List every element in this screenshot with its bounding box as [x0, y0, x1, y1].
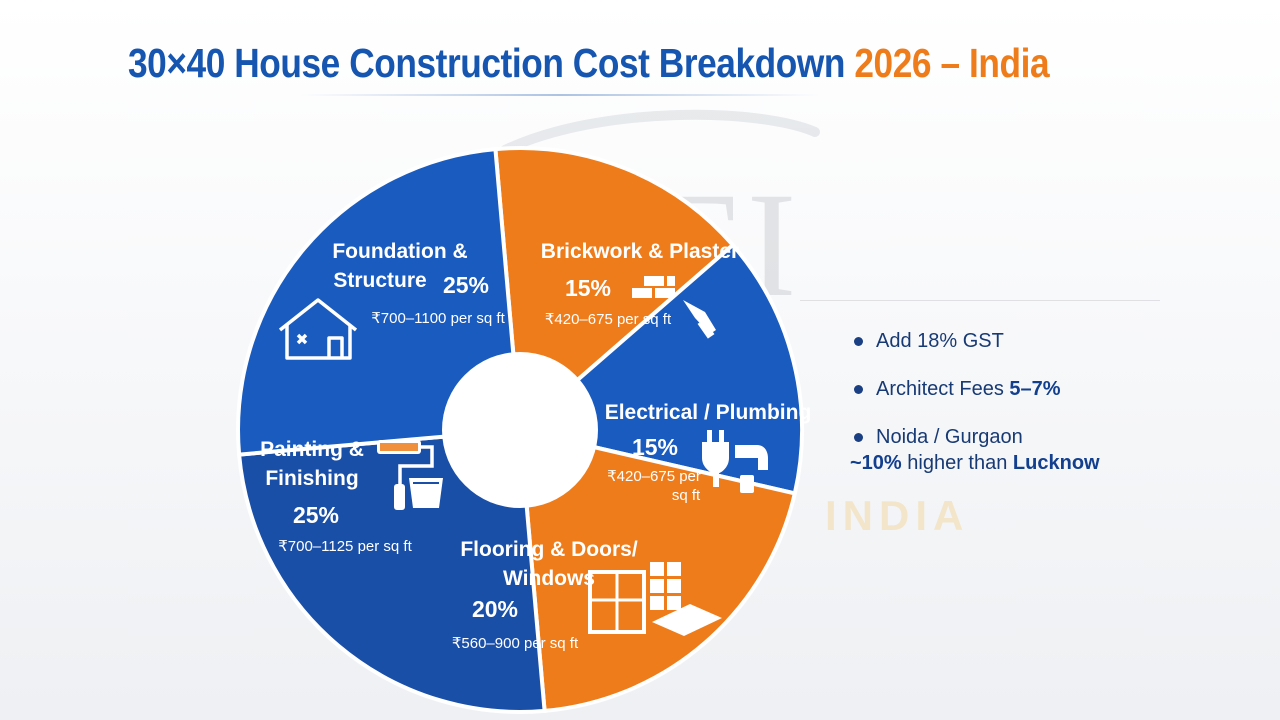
bullet-icon — [854, 433, 863, 442]
note-city-line2: ~10% higher than Lucknow — [850, 452, 1100, 474]
slice-4-cost-line-0: ₹700–1100 per sq ft — [371, 310, 505, 327]
slice-2-percent: 20% — [472, 596, 518, 622]
slice-1-cost-line-0: ₹420–675 per — [607, 468, 701, 485]
slice-3-percent: 25% — [293, 502, 339, 528]
watermark-swoosh — [500, 109, 820, 155]
title-accent: 2026 – India — [854, 40, 1050, 86]
slice-4 — [236, 146, 523, 457]
slice-3-name-line-0: Painting & — [260, 438, 364, 461]
slice-3-cost-line-0: ₹700–1125 per sq ft — [278, 538, 412, 555]
slice-0-percent: 15% — [565, 275, 611, 301]
title-main: 30×40 House Construction Cost Breakdown — [128, 40, 845, 86]
slice-1-percent: 15% — [632, 434, 678, 460]
chart-title: 30×40 House Construction Cost Breakdown … — [128, 40, 1050, 87]
slice-0-name-line-0: Brickwork & Plaster — [541, 240, 739, 263]
slice-1-name-line-0: Electrical / Plumbing — [605, 401, 812, 424]
slice-3-name-line-1: Finishing — [265, 467, 358, 490]
note-architect-prefix: Architect Fees — [876, 378, 1010, 400]
slice-4-name-line-0: Foundation & — [332, 240, 467, 263]
plug-pipe-icon — [702, 430, 768, 493]
slice-1-cost-line-1: sq ft — [672, 487, 701, 504]
notes-list: Add 18% GST Architect Fees 5–7% Noida / … — [850, 328, 1100, 498]
watermark-country: INDIA — [825, 492, 969, 539]
title-underline — [300, 94, 820, 96]
slice-3 — [236, 427, 547, 714]
slice-0-cost-line-0: ₹420–675 per sq ft — [545, 311, 672, 328]
slice-4-name-line-1: Structure — [333, 269, 426, 292]
note-city-percent: ~10% — [850, 452, 902, 474]
bricks-trowel-icon — [632, 276, 716, 339]
note-gst-text: Add 18% GST — [876, 330, 1004, 352]
bullet-icon — [854, 337, 863, 346]
note-architect-range: 5–7% — [1009, 378, 1061, 400]
house-frame-icon — [278, 298, 358, 360]
note-city-name: Lucknow — [1012, 452, 1100, 474]
slice-4-percent: 25% — [443, 272, 489, 298]
slice-2-name-line-0: Flooring & Doors/ — [460, 538, 637, 561]
note-city-difference: Noida / Gurgaon ~10% higher than Lucknow — [850, 424, 1100, 476]
watermark-rule — [800, 300, 1160, 301]
paint-roller-bucket-icon — [377, 440, 443, 510]
slice-0 — [493, 146, 736, 435]
slice-labels: Brickwork & Plaster 15% ₹420–675 per sq ft… — [260, 240, 811, 652]
window-tiles-icon — [588, 562, 722, 636]
bullet-icon — [854, 385, 863, 394]
note-city-middle: higher than — [901, 452, 1013, 474]
note-city-line1: Noida / Gurgaon — [876, 426, 1023, 448]
note-gst: Add 18% GST — [850, 328, 1100, 354]
slice-2-name-line-1: Windows — [503, 567, 595, 590]
slice-2-cost-line-0: ₹560–900 per sq ft — [452, 635, 579, 652]
donut-hole — [442, 352, 598, 508]
note-architect-fees: Architect Fees 5–7% — [850, 376, 1100, 402]
